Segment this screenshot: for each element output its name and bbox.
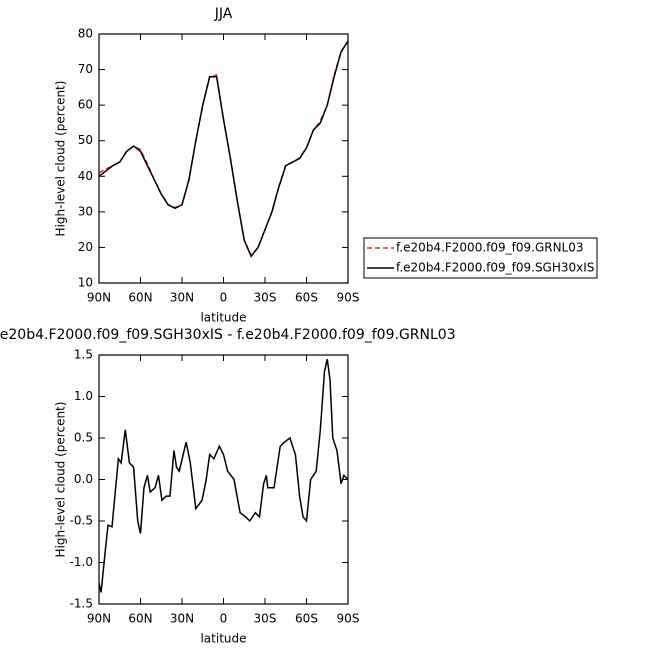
line-series: [98, 358, 349, 593]
y-tick-label: 60: [78, 98, 93, 112]
x-tick-label: 60N: [128, 291, 152, 305]
y-tick-label: -1.5: [70, 597, 93, 611]
plot-frame: [98, 33, 349, 284]
y-axis-label: High-level cloud (percent): [54, 402, 68, 558]
x-tick-label: 0: [220, 291, 228, 305]
x-tick-label: 30S: [254, 612, 277, 626]
y-tick-label: 1.0: [74, 389, 93, 403]
x-tick-label: 90N: [87, 612, 111, 626]
y-tick-label: -0.5: [70, 514, 93, 528]
y-tick-label: 50: [78, 133, 93, 147]
y-tick-label: 70: [78, 62, 93, 76]
y-tick-label: 0.5: [74, 431, 93, 445]
chart-title: f.e20b4.F2000.f09_f09.SGH30xIS - f.e20b4…: [0, 327, 456, 343]
x-tick-label: 30N: [170, 612, 194, 626]
y-tick-label: 10: [78, 276, 93, 290]
y-axis-label: High-level cloud (percent): [54, 81, 68, 237]
y-tick-label: -1.0: [70, 555, 93, 569]
legend-label: f.e20b4.F2000.f09_f09.SGH30xIS: [396, 261, 594, 275]
legend-box: [363, 237, 598, 279]
y-tick-label: 1.5: [74, 348, 93, 362]
line-series: [98, 40, 349, 258]
x-tick-label: 90S: [337, 291, 360, 305]
y-tick-label: 30: [78, 204, 93, 218]
chart-title: JJA: [214, 6, 233, 22]
x-tick-label: 30S: [254, 291, 277, 305]
x-tick-label: 60S: [295, 291, 318, 305]
y-tick-label: 20: [78, 240, 93, 254]
x-axis-label: latitude: [200, 632, 246, 646]
x-tick-label: 30N: [170, 291, 194, 305]
y-tick-label: 0.0: [74, 472, 93, 486]
x-tick-label: 60N: [128, 612, 152, 626]
y-tick-label: 40: [78, 169, 93, 183]
y-tick-label: 80: [78, 27, 93, 41]
plot-frame: [98, 354, 349, 605]
legend-label: f.e20b4.F2000.f09_f09.GRNL03: [396, 241, 584, 255]
x-tick-label: 60S: [295, 612, 318, 626]
x-tick-label: 0: [220, 612, 228, 626]
x-axis-label: latitude: [200, 311, 246, 325]
x-tick-label: 90N: [87, 291, 111, 305]
x-tick-label: 90S: [337, 612, 360, 626]
